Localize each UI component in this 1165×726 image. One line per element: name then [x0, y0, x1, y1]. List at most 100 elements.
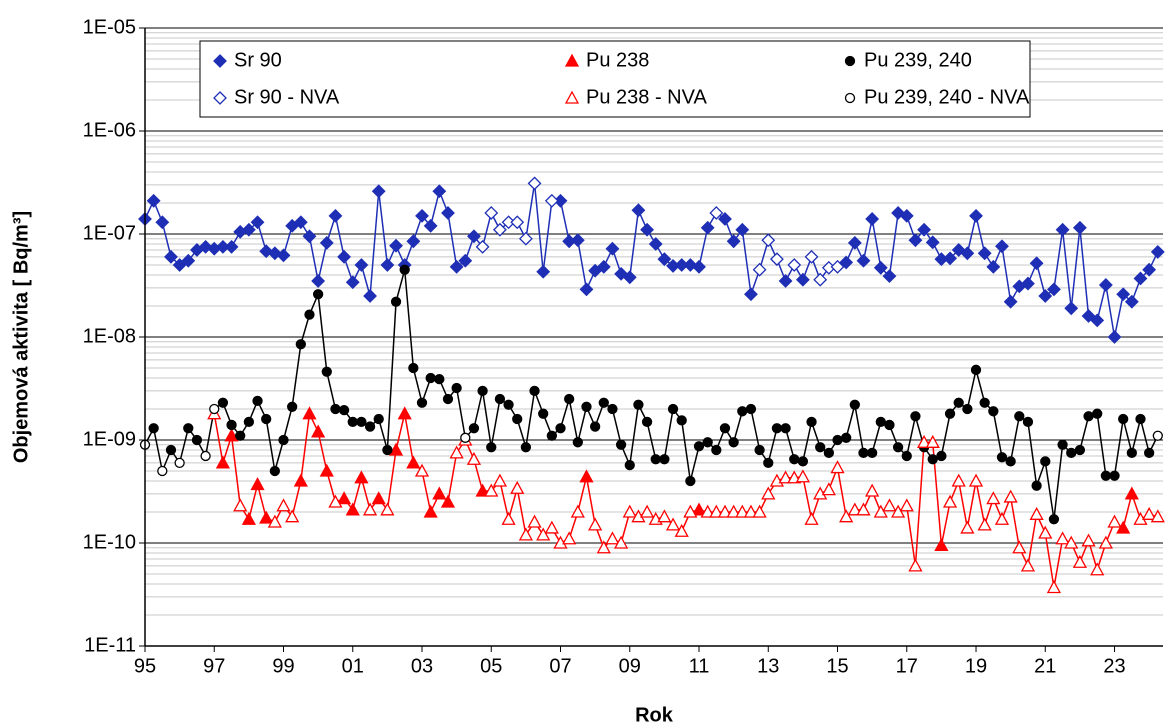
- circle-marker: [157, 465, 168, 477]
- diamond-marker: [778, 274, 793, 288]
- triangle-marker: [674, 523, 689, 537]
- line-segment: [611, 408, 622, 445]
- line-segment: [395, 269, 406, 302]
- diamond-marker: [744, 287, 758, 302]
- triangle-marker: [951, 473, 966, 487]
- line-segment: [1096, 284, 1107, 321]
- points: [138, 176, 1165, 594]
- triangle-marker: [795, 469, 810, 483]
- line-segment: [1122, 418, 1133, 454]
- line-segment: [1061, 229, 1072, 309]
- triangle-marker: [891, 504, 906, 518]
- diamond-marker: [830, 259, 845, 274]
- diamond-marker: [873, 260, 888, 275]
- line-segment: [802, 476, 813, 520]
- line-segment: [966, 480, 977, 529]
- circle-marker: [226, 419, 237, 431]
- line-segment: [447, 212, 458, 267]
- line-segment: [689, 446, 700, 482]
- triangle-marker: [588, 517, 603, 531]
- diamond-marker: [319, 235, 334, 250]
- circle-marker: [382, 444, 393, 456]
- line-segment: [940, 501, 951, 546]
- circle-marker: [615, 439, 627, 450]
- legend-marker: [213, 91, 227, 105]
- diamond-marker: [371, 184, 386, 199]
- triangle-marker: [639, 504, 655, 518]
- triangle-marker: [311, 424, 326, 438]
- diamond-marker: [839, 255, 854, 270]
- triangle-marker: [1150, 509, 1165, 523]
- line-segment: [940, 413, 951, 457]
- circle-marker: [996, 452, 1008, 463]
- line-segment: [992, 411, 1003, 458]
- diamond-marker: [596, 259, 611, 274]
- line-segment: [213, 413, 224, 463]
- triangle-marker: [856, 502, 871, 516]
- diamond-marker: [276, 248, 291, 263]
- circle-marker: [1083, 411, 1094, 422]
- line-segment: [767, 428, 778, 464]
- line-segment: [732, 411, 744, 443]
- diamond-marker: [865, 212, 880, 226]
- triangle-marker: [1020, 558, 1036, 572]
- circle-marker: [771, 423, 783, 434]
- circle-marker: [200, 450, 211, 462]
- diamond-marker: [1003, 294, 1018, 309]
- triangle-marker: [388, 442, 404, 456]
- triangle-marker: [501, 511, 516, 525]
- circle-marker: [641, 416, 653, 428]
- triangle-marker: [527, 514, 542, 528]
- circle-marker: [832, 434, 843, 446]
- triangle-marker: [614, 535, 629, 549]
- triangle-marker: [440, 494, 456, 508]
- line-segment: [836, 467, 847, 517]
- diamond-marker: [899, 208, 914, 223]
- diamond-marker: [977, 246, 992, 261]
- circle-marker: [823, 447, 835, 459]
- line-segment: [585, 476, 596, 525]
- line-segment: [291, 344, 302, 407]
- diamond-marker: [345, 275, 360, 290]
- diamond-marker: [146, 193, 161, 208]
- triangle-marker: [1072, 554, 1087, 568]
- triangle-marker: [267, 514, 282, 528]
- circle-marker: [252, 395, 263, 406]
- diamond-marker: [1090, 313, 1105, 328]
- circle-marker: [849, 399, 860, 410]
- triangle-marker: [250, 477, 265, 491]
- circle-marker: [979, 397, 990, 408]
- diamond-marker: [389, 238, 403, 253]
- circle-marker: [486, 442, 497, 453]
- triangle-marker: [968, 473, 984, 487]
- diamond-marker: [458, 253, 473, 268]
- circle-marker: [728, 437, 739, 448]
- diamond-marker: [648, 237, 663, 251]
- line-segment: [300, 314, 311, 345]
- y-tick-label: 1E-08: [83, 325, 136, 347]
- circle-marker: [1066, 447, 1077, 459]
- triangle-marker: [241, 511, 256, 525]
- circle-marker: [529, 385, 540, 397]
- triangle-marker: [544, 520, 559, 534]
- triangle-marker: [934, 537, 949, 551]
- diamond-marker: [475, 239, 490, 254]
- y-tick-label: 1E-07: [83, 222, 136, 244]
- circle-marker: [347, 416, 358, 428]
- triangle-marker: [1124, 486, 1139, 500]
- diamond-marker: [718, 212, 732, 226]
- y-tick-label: 1E-11: [84, 634, 136, 656]
- circle-marker: [399, 264, 410, 275]
- legend-label: Pu 238: [586, 49, 649, 71]
- diamond-marker: [510, 215, 525, 230]
- circle-marker: [988, 406, 999, 417]
- line-segment: [378, 418, 389, 451]
- circle-marker: [1014, 411, 1025, 422]
- y-tick-label: 1E-06: [83, 119, 136, 141]
- circle-marker: [737, 406, 748, 417]
- line-segment: [750, 408, 761, 451]
- line-segment: [577, 240, 588, 290]
- diamond-marker: [622, 270, 637, 285]
- line-segment: [499, 480, 510, 520]
- circle-marker: [174, 457, 185, 469]
